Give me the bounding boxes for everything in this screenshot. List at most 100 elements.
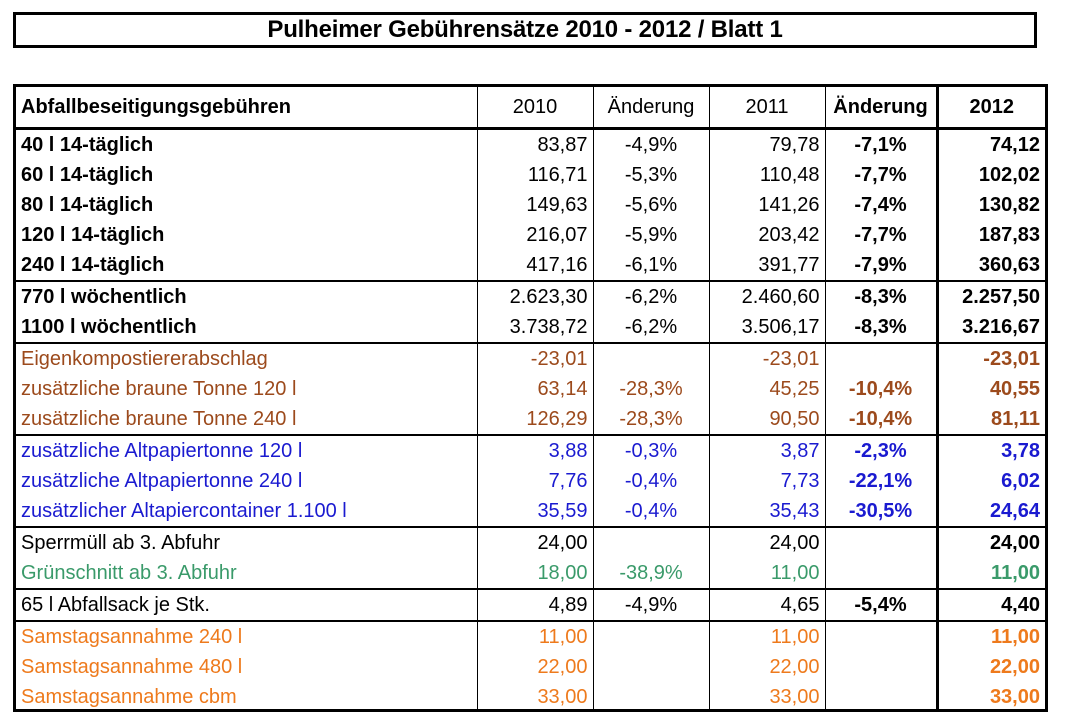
value-2012: 24,64	[935, 496, 1045, 527]
value-2010: 3.738,72	[476, 312, 593, 343]
value-2012: 81,11	[935, 404, 1045, 435]
value-2010: -23,01	[476, 342, 593, 374]
change-2011-2012: -8,3%	[824, 280, 937, 312]
change-2010-2011	[592, 526, 709, 558]
change-2011-2012: -7,9%	[824, 250, 937, 281]
change-2011-2012	[824, 620, 937, 652]
sheet-title: Pulheimer Gebührensätze 2010 - 2012 / Bl…	[13, 12, 1037, 48]
value-2010: 417,16	[476, 250, 593, 281]
value-2011: 3.506,17	[708, 312, 825, 343]
row-label: Sperrmüll ab 3. Abfuhr	[16, 526, 477, 558]
table-row: 770 l wöchentlich 2.623,30 -6,2% 2.460,60 -8…	[16, 280, 1045, 312]
value-2011: 11,00	[708, 620, 825, 652]
row-label: zusätzlicher Altapiercontainer 1.100 l	[21, 500, 347, 522]
value-2011: 11,00	[708, 558, 825, 589]
value-2011: 110,48	[708, 160, 825, 190]
row-label: zusätzliche braune Tonne 240 l	[21, 408, 297, 430]
change-2010-2011: -6,2%	[592, 280, 709, 312]
change-2011-2012: -22,1%	[824, 466, 937, 496]
value-2010: 149,63	[476, 190, 593, 220]
change-2011-2012: -7,7%	[824, 160, 937, 190]
value-2011: 2.460,60	[708, 280, 825, 312]
value-2011: 22,00	[708, 652, 825, 682]
table-row: Grünschnitt ab 3. Abfuhr 18,00 -38,9% 11,00…	[16, 558, 1045, 589]
change-2010-2011: -5,9%	[592, 220, 709, 250]
row-label: 770 l wöchentlich	[16, 280, 477, 312]
change-2010-2011: -4,9%	[592, 128, 709, 160]
fee-table: Abfallbeseitigungsgebühren 2010 Änderung…	[16, 87, 1045, 712]
value-2011: 141,26	[708, 190, 825, 220]
row-label: 1100 l wöchentlich	[21, 316, 197, 338]
table-row: zusätzliche Altpapiertonne 120 l 3,88 -0,3…	[16, 434, 1045, 466]
row-label: 240 l 14-täglich	[21, 254, 165, 276]
table-row: 40 l 14-täglich 83,87 -4,9% 79,78 -7,1% 74,12	[16, 128, 1045, 160]
value-2010: 83,87	[476, 128, 593, 160]
value-2010: 11,00	[476, 620, 593, 652]
change-2011-2012: -8,3%	[824, 312, 937, 343]
value-2011: 35,43	[708, 496, 825, 527]
sheet-title-text: Pulheimer Gebührensätze 2010 - 2012 / Bl…	[267, 16, 783, 43]
change-2011-2012	[824, 558, 937, 589]
value-2012: 33,00	[935, 682, 1045, 712]
header-2011: 2011	[708, 87, 825, 129]
table-row: zusätzliche Altpapiertonne 240 l 7,76 -0,4…	[16, 466, 1045, 496]
change-2011-2012	[824, 682, 937, 712]
header-label: Abfallbeseitigungsgebühren	[21, 96, 292, 118]
value-2010: 22,00	[476, 652, 593, 682]
value-2012: 3,78	[935, 434, 1045, 466]
change-2010-2011: -38,9%	[592, 558, 709, 589]
value-2011: 391,77	[708, 250, 825, 281]
change-2010-2011: -4,9%	[592, 588, 709, 621]
value-2011: 33,00	[708, 682, 825, 712]
change-2010-2011	[592, 682, 709, 712]
value-2011: 7,73	[708, 466, 825, 496]
row-label: Samstagsannahme cbm	[21, 686, 237, 708]
row-label: Eigenkompostiererabschlag	[16, 342, 477, 374]
value-2012: 187,83	[935, 220, 1045, 250]
value-2010: 2.623,30	[476, 280, 593, 312]
change-2011-2012: -10,4%	[824, 404, 937, 435]
change-2010-2011: -0,4%	[592, 466, 709, 496]
header-2010: 2010	[476, 87, 593, 129]
value-2011: 79,78	[708, 128, 825, 160]
table-row: Samstagsannahme 480 l 22,00 22,00 22,00	[16, 652, 1045, 682]
change-2010-2011	[592, 342, 709, 374]
change-2011-2012: -30,5%	[824, 496, 937, 527]
table-row: Eigenkompostiererabschlag -23,01 -23,01 -23…	[16, 342, 1045, 374]
row-label: zusätzliche Altpapiertonne 240 l	[21, 470, 303, 492]
value-2010: 33,00	[476, 682, 593, 712]
row-label: 80 l 14-täglich	[21, 194, 154, 216]
value-2010: 4,89	[476, 588, 593, 621]
row-label: Grünschnitt ab 3. Abfuhr	[21, 562, 237, 584]
table-row: 120 l 14-täglich 216,07 -5,9% 203,42 -7,7% 18…	[16, 220, 1045, 250]
row-label: 120 l 14-täglich	[21, 224, 165, 246]
change-2011-2012: -5,4%	[824, 588, 937, 621]
value-2012: 74,12	[935, 128, 1045, 160]
change-2010-2011: -5,6%	[592, 190, 709, 220]
value-2010: 126,29	[476, 404, 593, 435]
value-2011: -23,01	[708, 342, 825, 374]
header-2012: 2012	[935, 87, 1045, 129]
change-2011-2012	[824, 526, 937, 558]
change-2011-2012: -7,1%	[824, 128, 937, 160]
value-2012: 360,63	[935, 250, 1045, 281]
table-row: 80 l 14-täglich 149,63 -5,6% 141,26 -7,4% 130…	[16, 190, 1045, 220]
change-2010-2011	[592, 652, 709, 682]
value-2010: 3,88	[476, 434, 593, 466]
fee-table-container: Abfallbeseitigungsgebühren 2010 Änderung…	[13, 84, 1048, 712]
value-2010: 24,00	[476, 526, 593, 558]
row-label: Samstagsannahme 240 l	[16, 620, 477, 652]
value-2011: 3,87	[708, 434, 825, 466]
value-2011: 24,00	[708, 526, 825, 558]
value-2012: 2.257,50	[935, 280, 1045, 312]
table-row: 60 l 14-täglich 116,71 -5,3% 110,48 -7,7% 102…	[16, 160, 1045, 190]
table-row: 240 l 14-täglich 417,16 -6,1% 391,77 -7,9% 36…	[16, 250, 1045, 281]
value-2012: 6,02	[935, 466, 1045, 496]
table-row: 1100 l wöchentlich 3.738,72 -6,2% 3.506,17-…	[16, 312, 1045, 343]
value-2012: 3.216,67	[935, 312, 1045, 343]
header-row: Abfallbeseitigungsgebühren 2010 Änderung…	[16, 87, 1045, 129]
header-change-1: Änderung	[592, 87, 709, 129]
change-2011-2012	[824, 342, 937, 374]
table-row: zusätzliche braune Tonne 120 l 63,14 -28,3…	[16, 374, 1045, 404]
value-2012: 4,40	[935, 588, 1045, 621]
